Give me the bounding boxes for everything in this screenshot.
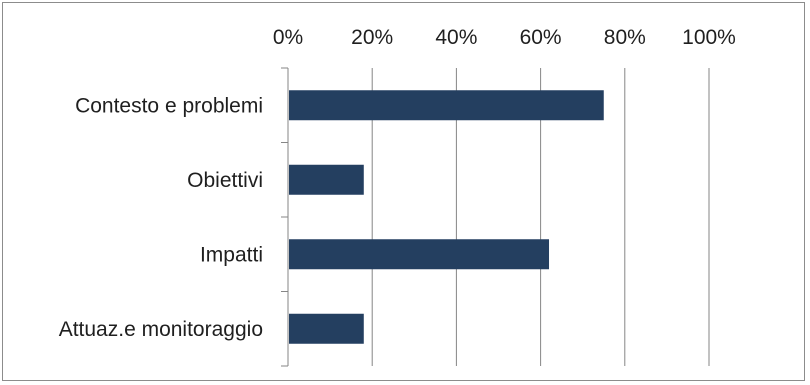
bar <box>289 239 550 270</box>
bar <box>289 90 604 121</box>
bar <box>289 164 364 195</box>
x-tick-label: 100% <box>682 26 736 49</box>
category-labels: Contesto e problemi Obiettivi Impatti Attua… <box>59 94 263 341</box>
x-tick-labels: 0% 20% 40% 60% 80% 100% <box>273 26 736 49</box>
category-label: Contesto e problemi <box>75 94 263 117</box>
category-label: Attuaz.e monitoraggio <box>59 318 263 341</box>
category-label: Impatti <box>200 243 263 266</box>
x-tick-label: 20% <box>351 26 393 49</box>
category-label: Obiettivi <box>187 169 263 192</box>
chart-frame <box>2 2 805 381</box>
bar <box>289 313 364 344</box>
x-tick-label: 40% <box>435 26 477 49</box>
x-tick-label: 80% <box>604 26 646 49</box>
bars <box>289 90 604 344</box>
x-tick-label: 0% <box>273 26 303 49</box>
x-tick-label: 60% <box>520 26 562 49</box>
category-axis <box>281 67 289 367</box>
